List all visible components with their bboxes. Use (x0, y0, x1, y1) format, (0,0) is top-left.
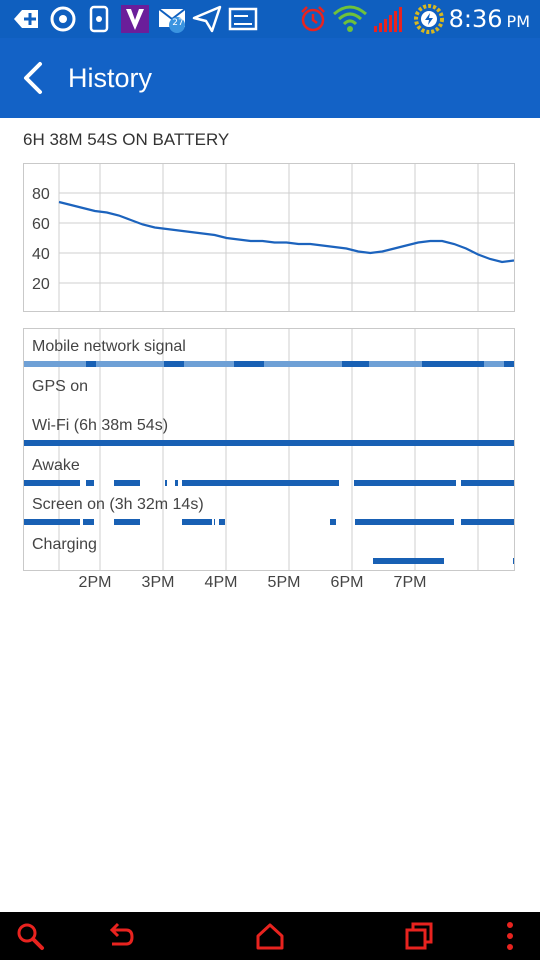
awake-bar (114, 480, 140, 486)
screen-on-bar (219, 519, 225, 525)
screen-on-bar (182, 519, 212, 525)
mobile-signal-bar (234, 361, 264, 367)
mobile-signal-bar (342, 361, 369, 367)
add-icon (14, 10, 38, 28)
awake-bar (24, 480, 80, 486)
battery-level-chart: 80 60 40 20 (23, 163, 515, 312)
row-label-awake: Awake (32, 457, 80, 474)
mobile-signal-bar (164, 361, 184, 367)
time-tick-5pm: 5PM (267, 574, 301, 591)
battery-chart-svg: 80 60 40 20 (32, 164, 514, 311)
email-badge: 27 (172, 18, 184, 28)
charging-bar (373, 558, 444, 564)
clock-ampm: PM (506, 12, 530, 31)
row-label-gps: GPS on (32, 378, 89, 395)
mobile-signal-bar (504, 361, 514, 367)
search-icon[interactable] (14, 920, 46, 952)
screen-on-bar (355, 519, 454, 525)
back-arrow-icon[interactable] (10, 56, 54, 100)
home-icon[interactable] (254, 920, 286, 952)
time-tick-6pm: 6PM (330, 574, 364, 591)
back-icon[interactable] (104, 920, 136, 952)
phone-app-icon (89, 5, 109, 33)
time-axis: 2PM 3PM 4PM 5PM 6PM 7PM (23, 574, 515, 596)
mobile-signal-bar (396, 361, 422, 367)
email-icon (158, 8, 186, 33)
charging-bar (513, 558, 514, 564)
send-icon (192, 5, 222, 33)
screen-on-bar (330, 519, 336, 525)
time-tick-3pm: 3PM (141, 574, 175, 591)
sync-icon (50, 6, 76, 32)
wifi-icon (333, 5, 367, 32)
row-label-screen-on: Screen on (3h 32m 14s) (32, 496, 204, 513)
wifi-bar (24, 440, 514, 446)
status-bar: 27 8:36 PM (0, 0, 540, 38)
mobile-signal-bar (86, 361, 96, 367)
recent-apps-icon[interactable] (403, 920, 435, 952)
row-label-mobile-signal: Mobile network signal (32, 338, 186, 355)
mobile-signal-bar (96, 361, 164, 367)
mobile-signal-bar (369, 361, 396, 367)
battery-y-tick: 60 (32, 216, 50, 233)
usage-timeline: Mobile network signal GPS on Wi-Fi (6h 3… (23, 328, 515, 571)
menu-icon[interactable] (494, 920, 526, 952)
screen-on-bar (214, 519, 215, 525)
page-title: History (68, 63, 153, 93)
screen-on-bar (24, 519, 80, 525)
signal-icon (374, 7, 402, 32)
status-clock: 8:36 PM (449, 4, 530, 34)
screen-on-bar (461, 519, 514, 525)
v-app-icon (121, 5, 149, 33)
row-label-wifi: Wi-Fi (6h 38m 54s) (32, 417, 169, 434)
time-tick-2pm: 2PM (78, 574, 112, 591)
alarm-icon (301, 6, 325, 32)
battery-y-tick: 40 (32, 246, 50, 263)
mobile-signal-bar (484, 361, 504, 367)
screen-on-bar (83, 519, 94, 525)
awake-bar (86, 480, 94, 486)
battery-summary: 6H 38M 54S ON BATTERY (23, 130, 230, 149)
awake-bar (165, 480, 167, 486)
time-tick-7pm: 7PM (393, 574, 427, 591)
screen-on-bar (114, 519, 140, 525)
battery-charging-icon (414, 4, 444, 34)
mobile-signal-bar (184, 361, 234, 367)
mobile-signal-bar (24, 361, 86, 367)
clock-time: 8:36 (448, 5, 503, 33)
awake-bar (175, 480, 178, 486)
navigation-bar (0, 912, 540, 960)
awake-bar (461, 480, 514, 486)
awake-bar (182, 480, 339, 486)
awake-bar (354, 480, 456, 486)
battery-level-line (58, 200, 514, 264)
app-bar: History (0, 38, 540, 118)
battery-y-tick: 80 (32, 186, 50, 203)
row-label-charging: Charging (32, 536, 97, 553)
time-tick-4pm: 4PM (204, 574, 238, 591)
battery-y-tick: 20 (32, 276, 50, 293)
usage-timeline-svg (24, 329, 514, 570)
gallery-icon (228, 7, 258, 31)
mobile-signal-bar (264, 361, 342, 367)
mobile-signal-bar (422, 361, 484, 367)
